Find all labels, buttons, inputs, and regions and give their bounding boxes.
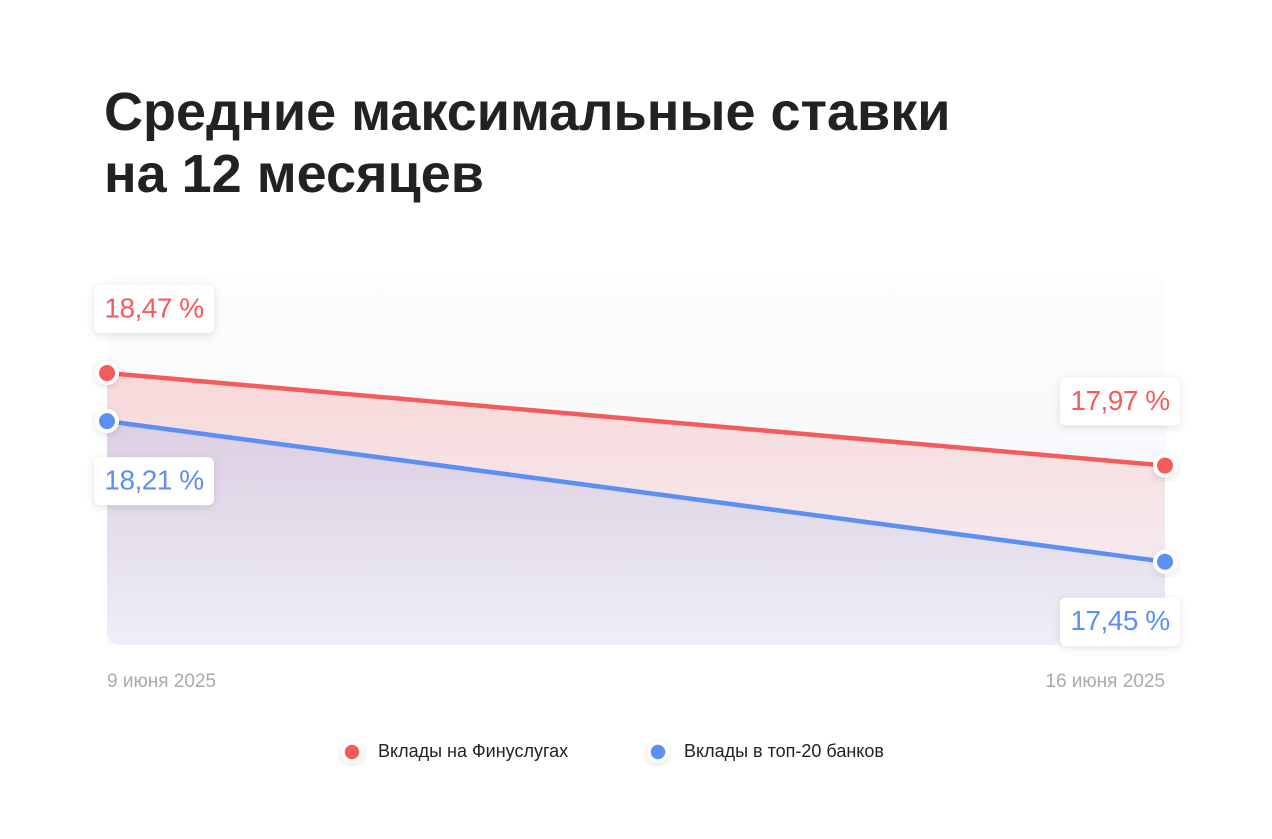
legend-label: Вклады на Финуслугах [378, 741, 568, 761]
point [95, 409, 119, 434]
value-label-box [94, 285, 214, 334]
value-label: 17,97 % [1070, 385, 1169, 416]
point [1153, 549, 1177, 574]
line [106, 418, 1166, 564]
point [95, 361, 119, 386]
chart-title: на 12 месяцев [104, 144, 484, 204]
value-label-box [94, 457, 214, 506]
line [106, 370, 1166, 468]
x-tick-label: 9 июня 2025 [107, 671, 216, 692]
point [1153, 453, 1177, 478]
legend-marker [647, 741, 669, 763]
value-label: 18,47 % [104, 292, 203, 323]
legend-label: Вклады в топ-20 банков [684, 741, 884, 761]
legend-marker [341, 741, 363, 763]
value-label: 18,21 % [104, 465, 203, 496]
chart-title: Средние максимальные ставки [104, 82, 950, 142]
area [107, 421, 1165, 645]
x-tick-label: 16 июня 2025 [1045, 671, 1165, 692]
value-label: 17,45 % [1070, 605, 1169, 636]
value-label-box [1060, 597, 1180, 646]
value-label-box [1060, 377, 1180, 426]
